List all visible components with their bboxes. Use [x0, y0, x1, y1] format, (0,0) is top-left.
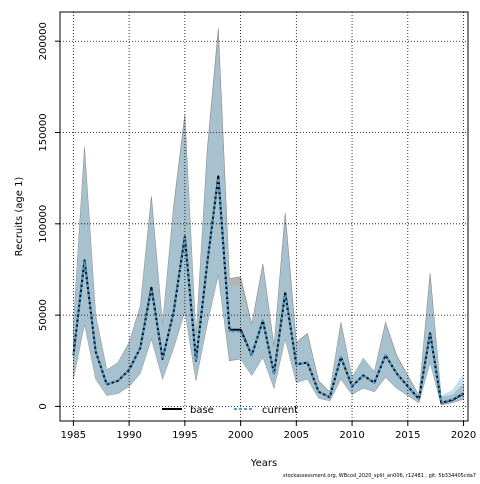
- x-tick-label: 1995: [172, 430, 197, 441]
- y-tick-label: 100000: [38, 205, 49, 243]
- band-current: [73, 41, 464, 405]
- series-lines: [72, 175, 465, 404]
- x-tick-label: 2010: [339, 430, 364, 441]
- legend-label-current: current: [262, 405, 298, 416]
- y-tick-label: 150000: [38, 113, 49, 151]
- footer-caption: stockassessment.org, WBcod_2020_split_an…: [283, 473, 476, 479]
- y-tick-label: 0: [38, 403, 49, 409]
- x-tick-label: 2015: [395, 430, 420, 441]
- x-tick-label: 1985: [61, 430, 86, 441]
- x-tick-label: 2020: [451, 430, 476, 441]
- grid-lines: [60, 12, 468, 421]
- legend: base current: [162, 405, 298, 416]
- series-line-current: [72, 177, 465, 404]
- y-axis: 0 50000 100000 150000 200000: [38, 22, 60, 410]
- x-tick-label: 2000: [228, 430, 253, 441]
- y-axis-label: Recruits (age 1): [14, 177, 25, 257]
- y-tick-label: 200000: [38, 22, 49, 60]
- plot-frame: [59, 11, 469, 422]
- x-tick-label: 2005: [284, 430, 309, 441]
- x-axis-label: Years: [250, 458, 277, 469]
- legend-label-base: base: [190, 405, 214, 416]
- x-axis: 1985 1990 1995 2000 2005 2010 2015 2020: [61, 421, 476, 441]
- x-tick-label: 1990: [116, 430, 141, 441]
- y-tick-label: 50000: [38, 299, 49, 331]
